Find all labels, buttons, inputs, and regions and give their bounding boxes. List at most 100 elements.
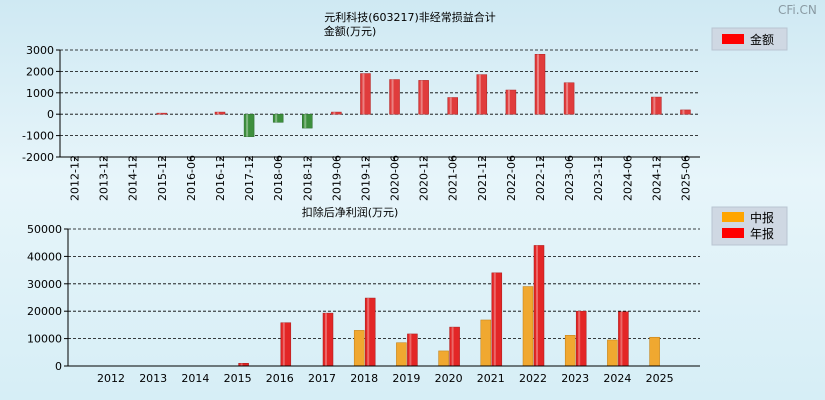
chart2-bar-annual <box>533 245 545 367</box>
chart1-x-tick-label: 2023-12 <box>592 155 605 201</box>
chart1-bar <box>331 111 342 115</box>
chart1-title: 元利科技(603217)非经常损益合计 <box>324 10 496 24</box>
chart1-bar-highlight <box>158 113 161 115</box>
chart2-legend-swatch-interim <box>722 212 744 222</box>
chart1-bar <box>272 113 284 123</box>
chart2-bar-annual <box>364 297 376 367</box>
chart1-bar <box>389 79 400 115</box>
chart2-x-tick-label: 2024 <box>603 372 631 385</box>
chart1-x-tick-label: 2022-12 <box>534 155 547 201</box>
chart2-bar-highlight <box>409 333 412 366</box>
chart1-bar-highlight <box>420 80 423 115</box>
chart2-x-tick-label: 2015 <box>224 372 252 385</box>
chart1-bar <box>563 82 575 115</box>
chart1-bar <box>156 112 168 115</box>
chart2-bar-interim <box>480 319 492 367</box>
chart2-x-tick-labels: 2012 2013 2014 2015 2016 2017 2018 2019 2020 2021… <box>97 372 674 385</box>
chart2-bar-annual <box>449 326 460 367</box>
chart2-legend-label-annual: 年报 <box>750 226 774 241</box>
chart2-legend-label-interim: 中报 <box>750 210 774 225</box>
chart1-bar <box>418 80 429 115</box>
chart2-bar-highlight <box>536 245 538 366</box>
chart2-bars <box>238 245 660 367</box>
chart1-y-tick-labels: -2000 -1000 0 1000 2000 3000 <box>22 44 54 164</box>
chart1-x-tick-label: 2017-12 <box>243 155 256 201</box>
chart1-y-tick-label: -1000 <box>22 130 54 143</box>
chart1-x-tick-label: 2018-12 <box>301 155 314 201</box>
chart1-axes <box>59 50 700 161</box>
chart1-bar-highlight <box>478 74 481 115</box>
chart2-x-tick-label: 2020 <box>435 372 463 385</box>
chart1-bar-highlight <box>362 73 365 115</box>
chart1-x-tick-label: 2014-12 <box>127 155 140 201</box>
chart2-bar-interim <box>353 330 365 367</box>
chart1-bar <box>680 109 691 115</box>
chart2-y-tick-label: 40000 <box>27 250 62 263</box>
chart2-bar-highlight <box>240 363 243 366</box>
chart1-bars <box>156 54 691 137</box>
chart2-title: 扣除后净利润(万元) <box>302 205 399 219</box>
chart2-x-tick-label: 2014 <box>181 372 209 385</box>
chart2-y-tick-label: 50000 <box>27 223 62 236</box>
chart2-bar-interim <box>438 350 449 367</box>
chart1-x-tick-label: 2018-06 <box>272 155 285 201</box>
chart2-x-tick-label: 2013 <box>139 372 167 385</box>
chart2-x-tick-label: 2021 <box>477 372 505 385</box>
chart1-legend-box <box>711 27 788 51</box>
chart1-gridlines <box>56 49 700 158</box>
chart1-y-tick-label: 2000 <box>26 65 54 78</box>
chart2-y-tick-label: 30000 <box>27 278 62 291</box>
chart2-bar-highlight <box>578 311 581 366</box>
chart2-y-tick-label: 20000 <box>27 305 62 318</box>
chart1-x-tick-label: 2019-12 <box>359 155 372 201</box>
chart1-x-tick-label: 2025-06 <box>679 155 692 201</box>
watermark: CFi.CN <box>778 3 817 17</box>
chart2-x-tick-label: 2016 <box>266 372 294 385</box>
chart1-x-tick-label: 2024-06 <box>621 155 634 201</box>
chart2-bar-highlight <box>325 313 327 366</box>
chart1-bar <box>534 54 546 115</box>
chart2-bar-annual <box>491 272 503 367</box>
chart2-axes <box>67 229 700 367</box>
chart1-legend-swatch-amount <box>722 34 744 44</box>
chart1-bar-highlight <box>682 109 685 115</box>
chart2-x-tick-label: 2022 <box>519 372 547 385</box>
chart2-bar-interim <box>607 339 618 367</box>
chart1-y-tick-label: 1000 <box>26 87 54 100</box>
chart2-bar-interim <box>564 335 576 367</box>
chart1-x-tick-label: 2020-12 <box>418 155 431 201</box>
chart1-bar <box>447 97 458 115</box>
chart1-bar <box>651 96 662 115</box>
chart1-bar <box>214 111 226 115</box>
chart1-x-tick-label: 2016-12 <box>214 155 227 201</box>
chart1-bar <box>505 89 517 115</box>
chart2-bar-annual <box>575 310 587 367</box>
chart1-x-tick-label: 2016-06 <box>185 155 198 201</box>
chart2-legend: 中报 年报 <box>711 206 788 246</box>
chart1-bar <box>360 73 371 115</box>
chart1-x-tick-labels: 2012-12 2013-12 2014-12 2015-12 2016-06 2016-… <box>69 155 693 201</box>
chart2-bar-highlight <box>620 311 623 366</box>
chart1-bar-highlight <box>537 54 539 115</box>
chart1-x-tick-label: 2022-06 <box>505 155 518 201</box>
chart2-y-tick-labels: 0 10000 20000 30000 40000 50000 <box>27 223 62 373</box>
chart1-x-tick-label: 2012-12 <box>69 155 82 201</box>
chart1-x-tick-label: 2013-12 <box>98 155 111 201</box>
chart1-x-tick-label: 2020-06 <box>389 155 402 201</box>
chart2-bar-highlight <box>367 298 370 366</box>
chart2-bar-interim <box>396 342 407 367</box>
chart1-x-tick-label: 2024-12 <box>650 155 663 201</box>
chart2-bar-annual <box>407 333 418 367</box>
chart1-x-tick-label: 2019-06 <box>330 155 343 201</box>
chart1-bar-highlight <box>653 97 656 115</box>
chart2-bar-highlight <box>493 272 496 366</box>
chart2-legend-swatch-annual <box>722 228 744 238</box>
chart1-y-tick-label: -2000 <box>22 151 54 164</box>
chart1-x-tick-label: 2021-06 <box>447 155 460 201</box>
chart1-bar-highlight <box>217 112 219 115</box>
chart2-bar-annual <box>618 311 629 367</box>
chart2-gridlines <box>64 228 700 367</box>
chart2-x-tick-label: 2025 <box>646 372 674 385</box>
chart1-x-tick-label: 2021-12 <box>476 155 489 201</box>
chart1-bar-highlight <box>304 114 307 129</box>
